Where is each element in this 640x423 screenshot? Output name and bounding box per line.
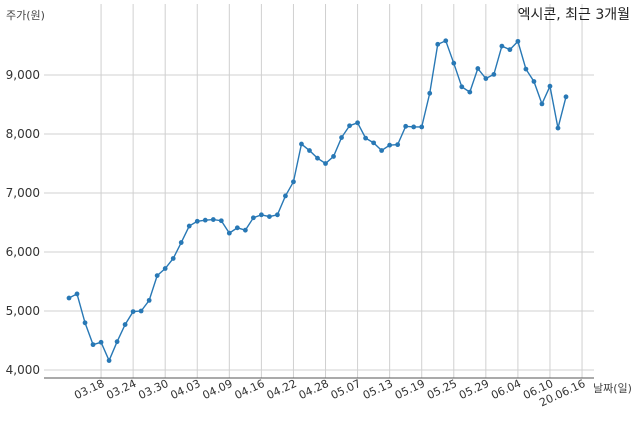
data-point xyxy=(194,218,200,224)
data-point xyxy=(515,38,521,44)
x-axis-label: 날짜(일) xyxy=(593,381,632,395)
data-point xyxy=(427,90,433,96)
x-tick-label: 04.22 xyxy=(265,377,299,402)
x-tick-label: 05.07 xyxy=(329,377,363,402)
x-tick-label: 03.18 xyxy=(72,377,106,402)
x-tick-labels: 03.1803.2403.3004.0304.0904.1604.2204.28… xyxy=(72,377,587,409)
data-point xyxy=(186,223,192,229)
data-point xyxy=(307,148,312,153)
data-point xyxy=(98,339,104,345)
data-point xyxy=(162,266,168,271)
data-point xyxy=(315,155,320,161)
data-point xyxy=(339,135,344,140)
data-point xyxy=(563,94,569,100)
y-tick-label: 9,000 xyxy=(6,68,40,82)
y-tick-label: 7,000 xyxy=(6,186,40,200)
data-point xyxy=(451,60,457,66)
data-point xyxy=(347,123,352,129)
data-point xyxy=(467,89,473,95)
x-tick-label: 04.28 xyxy=(297,377,331,402)
data-point xyxy=(283,193,288,199)
data-point xyxy=(170,256,176,261)
data-point xyxy=(250,215,256,221)
data-point xyxy=(258,212,264,218)
data-point xyxy=(459,84,465,90)
x-tick-label: 05.13 xyxy=(361,377,395,402)
data-point xyxy=(355,120,360,126)
x-tick-label: 05.29 xyxy=(457,377,491,402)
data-point xyxy=(114,339,120,345)
y-tick-label: 6,000 xyxy=(6,245,40,259)
x-tick-label: 05.25 xyxy=(425,377,459,402)
data-point xyxy=(130,309,136,314)
y-tick-labels: 4,000 5,000 6,000 7,000 8,000 9,000 xyxy=(6,68,40,377)
data-point xyxy=(122,322,128,327)
data-point xyxy=(218,218,224,224)
data-point xyxy=(299,141,304,147)
data-point xyxy=(411,124,417,130)
data-point xyxy=(547,83,553,89)
data-point xyxy=(178,240,184,245)
data-point xyxy=(210,217,216,222)
data-point xyxy=(138,308,144,314)
x-tick-label: 03.24 xyxy=(104,377,138,402)
x-tick-label: 03.30 xyxy=(136,377,170,402)
chart-title: 엑시콘, 최근 3개월 xyxy=(518,7,630,23)
data-point xyxy=(146,297,152,303)
data-point xyxy=(74,291,80,297)
data-point xyxy=(395,142,401,148)
vertical-gridlines xyxy=(100,4,583,378)
data-point xyxy=(443,38,449,44)
y-axis-label: 주가(원) xyxy=(6,9,45,22)
data-point xyxy=(275,212,280,218)
data-point xyxy=(90,342,96,348)
y-tick-label: 5,000 xyxy=(6,304,40,318)
data-point xyxy=(202,217,208,223)
y-tick-label: 4,000 xyxy=(6,363,40,377)
data-point xyxy=(483,76,489,81)
data-point xyxy=(491,72,497,77)
data-point xyxy=(523,66,529,72)
data-point xyxy=(531,79,537,84)
data-point xyxy=(66,295,72,301)
data-point xyxy=(403,123,409,129)
data-point xyxy=(106,358,112,363)
data-point xyxy=(507,47,513,53)
data-point xyxy=(475,66,481,71)
data-point xyxy=(539,101,545,107)
x-tick-label: 05.19 xyxy=(393,377,427,402)
x-tick-label: 04.09 xyxy=(201,377,235,402)
y-tick-label: 8,000 xyxy=(6,127,40,141)
data-point xyxy=(234,225,240,231)
data-point xyxy=(267,214,272,220)
x-tick-label: 04.16 xyxy=(233,377,267,402)
data-point xyxy=(363,135,368,141)
data-point xyxy=(226,230,232,236)
data-point xyxy=(242,227,248,233)
data-point xyxy=(371,140,377,146)
x-tick-label: 06.04 xyxy=(489,377,523,402)
x-tick-label: 04.03 xyxy=(168,377,202,402)
data-point xyxy=(379,148,385,153)
data-point xyxy=(555,125,561,131)
data-points xyxy=(66,38,569,363)
data-point xyxy=(154,273,160,278)
data-point xyxy=(435,41,441,47)
price-line xyxy=(68,39,567,363)
data-point xyxy=(82,320,88,326)
data-point xyxy=(331,154,336,159)
data-point xyxy=(291,179,296,185)
data-point xyxy=(387,142,393,148)
horizontal-gridlines xyxy=(44,74,594,371)
data-point xyxy=(499,43,505,49)
data-point xyxy=(323,161,328,166)
data-point xyxy=(419,124,425,130)
